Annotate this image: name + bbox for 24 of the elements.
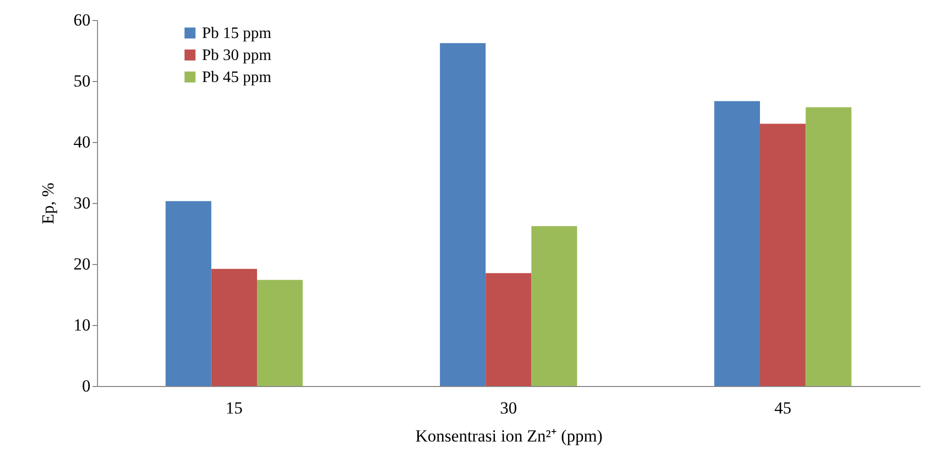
legend-label: Pb 30 ppm [202,47,272,64]
bar [714,101,760,386]
x-tick-label: 15 [226,398,243,418]
y-tick-label: 30 [74,194,90,212]
bar [211,268,258,386]
bar [806,107,852,386]
y-tick-label: 60 [74,10,90,30]
x-tick-label: 30 [500,398,517,418]
x-axis-title: Konsentrasi ion Zn²⁺ (ppm) [415,426,603,446]
y-tick-label: 20 [74,254,90,274]
x-tick-label: 45 [774,398,792,418]
y-tick-label: 50 [74,72,90,90]
bar [257,280,303,386]
y-tick-label: 0 [82,376,90,396]
legend-label: Pb 45 ppm [202,69,272,86]
y-axis-title: Ep, % [38,182,58,224]
bar [531,226,578,386]
bar [486,273,532,386]
bar [440,43,486,386]
y-tick-label: 40 [74,132,90,152]
y-tick-label: 10 [74,316,90,334]
legend-label: Pb 15 ppm [202,25,272,42]
bar [760,124,806,386]
bar [166,201,212,386]
